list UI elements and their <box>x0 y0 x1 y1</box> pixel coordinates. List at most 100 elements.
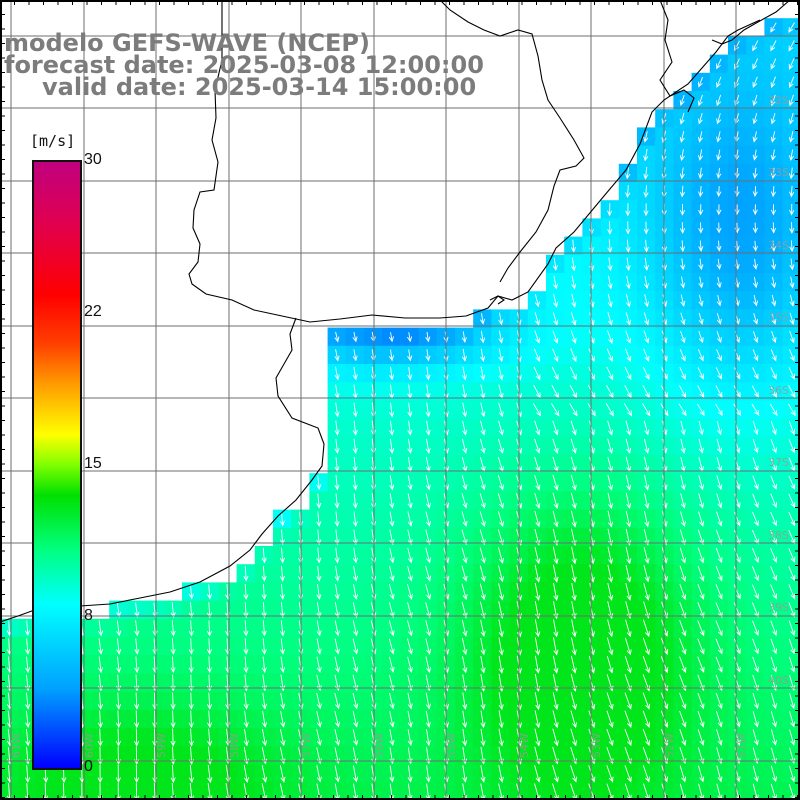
wind-arrow <box>388 332 394 343</box>
wind-arrow <box>607 492 614 510</box>
wind-arrow <box>480 402 486 418</box>
wind-arrow <box>552 348 559 363</box>
wind-arrow <box>498 765 504 783</box>
wind-arrow <box>462 420 468 436</box>
wind-arrow <box>334 511 340 528</box>
wind-arrow <box>770 729 777 746</box>
wind-arrow <box>770 167 776 180</box>
wind-arrow <box>625 293 631 308</box>
wind-arrow <box>643 420 650 436</box>
wind-arrow <box>698 258 704 271</box>
wind-speed-field <box>0 18 800 800</box>
wind-arrow <box>625 203 631 217</box>
wind-arrow <box>115 692 122 710</box>
wind-arrow <box>643 438 650 454</box>
wind-cell <box>782 491 800 511</box>
wind-arrow <box>752 765 759 783</box>
wind-arrow <box>715 620 723 637</box>
wind-arrow <box>788 475 796 490</box>
wind-arrow <box>570 492 577 510</box>
wind-arrow <box>552 710 559 729</box>
wind-arrow <box>389 420 395 436</box>
wind-arrow <box>389 547 395 564</box>
wind-arrow <box>607 203 613 217</box>
wind-arrow <box>407 620 413 637</box>
wind-arrow <box>788 112 794 125</box>
wind-arrow <box>770 349 777 362</box>
wind-arrow <box>680 294 686 307</box>
wind-arrow <box>679 149 685 162</box>
wind-arrow <box>715 385 723 398</box>
wind-arrow <box>679 203 686 216</box>
wind-arrow <box>788 493 796 509</box>
wind-arrow <box>788 149 795 162</box>
wind-arrow <box>680 258 686 271</box>
wind-arrow <box>243 620 249 637</box>
wind-arrow <box>789 276 795 289</box>
wind-arrow <box>770 185 776 198</box>
wind-arrow <box>751 602 759 618</box>
wind-arrow <box>770 112 776 125</box>
lat-label: 33S <box>768 166 789 179</box>
wind-arrow <box>552 564 559 583</box>
wind-arrow <box>623 403 633 417</box>
wind-arrow <box>479 529 486 546</box>
wind-arrow <box>352 692 359 710</box>
wind-arrow <box>498 366 504 381</box>
wind-arrow <box>752 131 758 143</box>
wind-arrow <box>407 583 413 600</box>
wind-arrow <box>716 167 722 179</box>
wind-arrow <box>770 149 776 161</box>
wind-arrow <box>752 711 759 728</box>
wind-arrow <box>679 656 687 674</box>
wind-arrow <box>116 638 122 655</box>
wind-arrow <box>461 565 468 582</box>
wind-arrow <box>498 601 504 620</box>
wind-arrow <box>280 656 286 674</box>
wind-arrow <box>788 22 795 34</box>
wind-arrow <box>552 492 559 510</box>
wind-arrow <box>643 510 650 528</box>
wind-arrow <box>643 167 649 180</box>
wind-arrow <box>97 692 104 710</box>
wind-arrow <box>207 584 213 600</box>
wind-arrow <box>553 619 559 638</box>
title-model: modelo GEFS-WAVE (NCEP) <box>4 29 370 57</box>
wind-arrow <box>25 656 31 674</box>
wind-arrow <box>716 113 722 125</box>
wind-arrow <box>752 656 759 673</box>
wind-arrow <box>607 239 613 254</box>
wind-arrow <box>570 239 577 253</box>
wind-arrow <box>170 783 176 800</box>
wind-arrow <box>625 312 631 326</box>
wind-arrow <box>316 565 322 582</box>
wind-arrow <box>316 475 322 491</box>
wind-arrow <box>788 131 794 143</box>
wind-arrow <box>733 656 741 673</box>
wind-cell <box>782 709 800 729</box>
wind-arrow <box>698 438 704 454</box>
wind-arrow <box>624 384 632 399</box>
wind-cell <box>782 546 800 565</box>
wind-arrow <box>479 438 486 454</box>
wind-arrow <box>461 331 467 344</box>
wind-arrow <box>407 547 413 564</box>
wind-arrow <box>461 348 467 362</box>
wind-arrow <box>752 240 758 252</box>
wind-arrow <box>389 493 395 509</box>
wind-cell <box>782 527 800 547</box>
wind-arrow <box>606 348 614 363</box>
lat-label: 34S <box>768 239 789 252</box>
wind-arrow <box>461 475 468 491</box>
wind-arrow <box>534 655 541 674</box>
wind-arrow <box>679 565 687 582</box>
wind-arrow <box>788 584 796 600</box>
wind-arrow <box>607 583 614 601</box>
wind-arrow <box>352 729 359 746</box>
wind-arrow <box>462 728 468 747</box>
wind-arrow <box>462 710 468 729</box>
wind-arrow <box>498 710 504 729</box>
wind-arrow <box>716 240 722 252</box>
wind-cell <box>782 327 800 347</box>
wind-arrow <box>788 620 796 637</box>
